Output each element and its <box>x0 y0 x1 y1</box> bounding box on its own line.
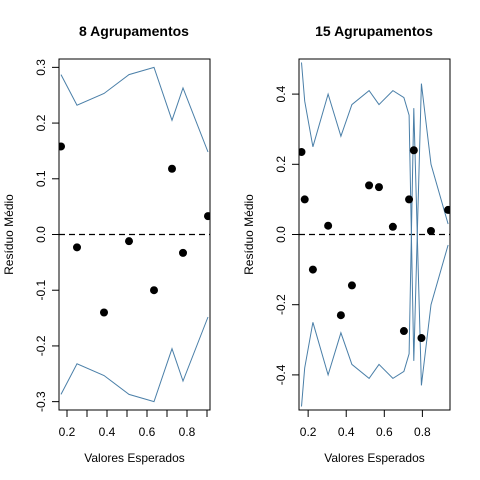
residual-point <box>365 181 374 190</box>
residual-point <box>374 183 383 192</box>
residual-point <box>347 281 356 290</box>
x-tick-label: 0.2 <box>300 425 317 439</box>
x-tick-label: 0.6 <box>139 425 156 439</box>
lower-envelope-line <box>301 108 449 407</box>
x-tick-label: 0.8 <box>414 425 431 439</box>
plot-area <box>59 66 210 403</box>
x-tick-label: 0.4 <box>99 425 116 439</box>
residual-point <box>300 195 309 204</box>
y-tick-label: 0.4 <box>274 85 288 102</box>
y-tick-label: 0.1 <box>34 170 48 187</box>
residual-point <box>59 142 65 151</box>
y-axis-label: Resíduo Médio <box>242 194 256 275</box>
lower-envelope-line <box>60 316 209 403</box>
y-tick-label: -0.4 <box>274 364 288 385</box>
residual-point <box>399 327 408 336</box>
residual-point <box>444 205 450 214</box>
y-tick-label: -0.2 <box>34 335 48 356</box>
panel-2: 15 Agrupamentos 0.2 0.4 0.6 0.8 -0.4 -0.2 0.0 0.… <box>242 23 451 465</box>
y-axis-label: Resíduo Médio <box>2 194 16 275</box>
chart-title: 15 Agrupamentos <box>315 23 433 39</box>
residual-point <box>336 311 345 320</box>
residual-point <box>73 243 81 252</box>
residual-point <box>388 222 397 231</box>
residual-point <box>204 212 210 221</box>
y-tick-label: -0.2 <box>274 294 288 315</box>
residual-point <box>179 248 187 257</box>
x-axis-label: Valores Esperados <box>84 451 185 465</box>
residual-point <box>417 334 426 343</box>
chart-title: 8 Agrupamentos <box>79 23 189 39</box>
residual-point <box>299 148 306 157</box>
x-tick-label: 0.2 <box>59 425 76 439</box>
y-tick-label: 0.2 <box>34 114 48 131</box>
residual-point <box>308 265 317 274</box>
y-tick-label: 0.0 <box>274 226 288 243</box>
y-tick-label: 0.0 <box>34 226 48 243</box>
residual-point <box>324 221 333 230</box>
x-axis-label: Valores Esperados <box>324 451 425 465</box>
residual-point <box>405 195 414 204</box>
y-tick-label: -0.1 <box>34 280 48 301</box>
y-tick-label: -0.3 <box>34 391 48 412</box>
panel-1: 8 Agrupamentos 0.2 0.4 0.6 0.8 -0.3 -0.2 -0.1 0.… <box>2 23 211 465</box>
residual-point <box>150 286 158 295</box>
x-tick-label: 0.4 <box>338 425 355 439</box>
residual-point <box>168 164 176 173</box>
x-tick-label: 0.8 <box>179 425 196 439</box>
residual-point <box>125 237 133 246</box>
residual-point <box>100 308 108 317</box>
upper-envelope-line <box>60 66 209 153</box>
x-tick-label: 0.6 <box>376 425 393 439</box>
plot-area <box>299 62 450 407</box>
y-tick-label: 0.3 <box>34 59 48 76</box>
residual-point <box>426 226 435 235</box>
upper-envelope-line <box>301 62 449 361</box>
y-tick-label: 0.2 <box>274 156 288 173</box>
residual-point <box>409 146 418 155</box>
